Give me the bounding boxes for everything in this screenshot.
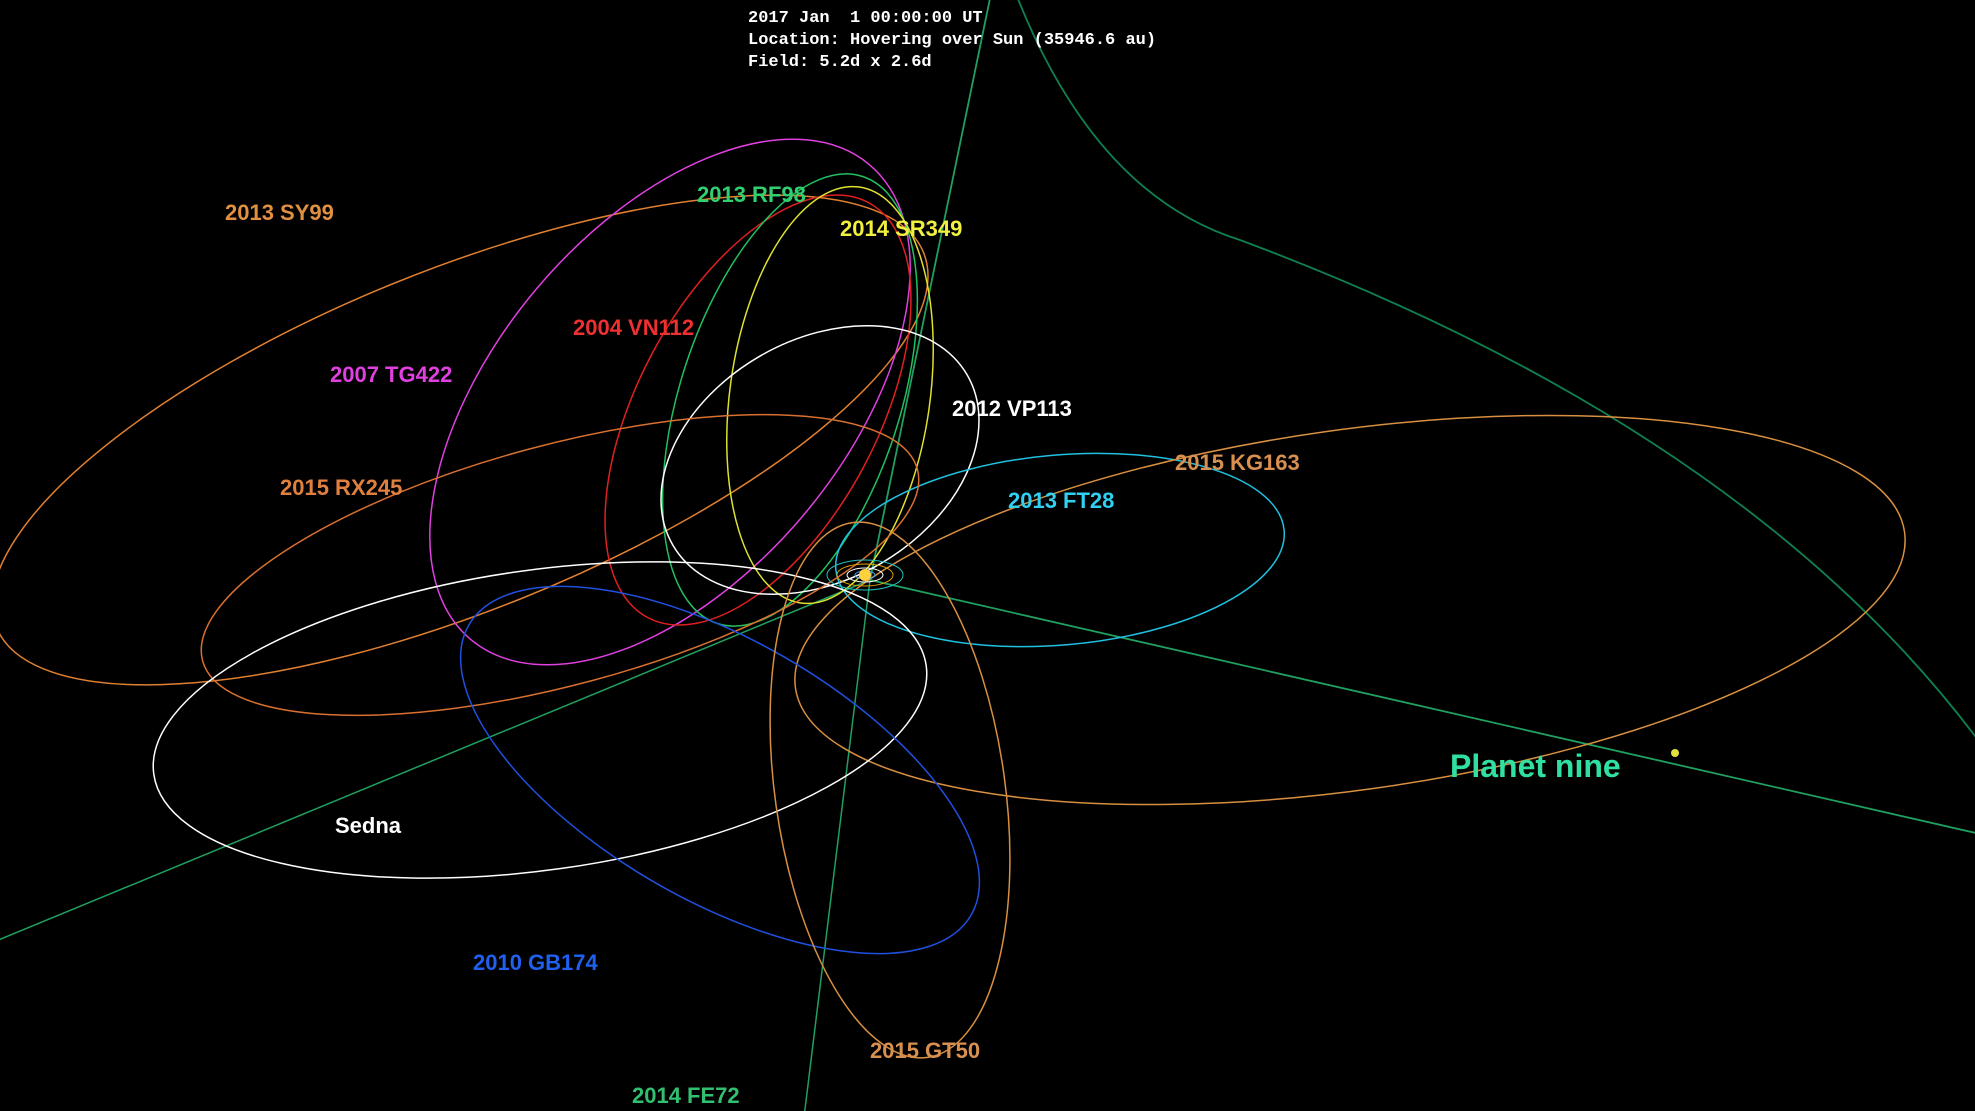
- label-sr349: 2014 SR349: [840, 216, 962, 242]
- header-line2: Location: Hovering over Sun (35946.6 au): [748, 31, 1156, 50]
- label-sy99: 2013 SY99: [225, 200, 334, 226]
- label-ft28: 2013 FT28: [1008, 488, 1114, 514]
- sun: [859, 569, 871, 581]
- label-fe72: 2014 FE72: [632, 1083, 740, 1109]
- header-line1: 2017 Jan 1 00:00:00 UT: [748, 9, 983, 28]
- planet-nine-marker: [1671, 749, 1679, 757]
- label-gt50: 2015 GT50: [870, 1038, 980, 1064]
- label-p9: Planet nine: [1450, 748, 1621, 785]
- label-tg422: 2007 TG422: [330, 362, 452, 388]
- label-rf98: 2013 RF98: [697, 182, 806, 208]
- label-sedna: Sedna: [335, 813, 401, 839]
- label-rx245: 2015 RX245: [280, 475, 402, 501]
- header-info: 2017 Jan 1 00:00:00 UT Location: Hoverin…: [748, 8, 1156, 74]
- orbit-diagram: [0, 0, 1975, 1111]
- label-gb174: 2010 GB174: [473, 950, 598, 976]
- label-vn112: 2004 VN112: [573, 315, 694, 341]
- label-kg163: 2015 KG163: [1175, 450, 1300, 476]
- header-line3: Field: 5.2d x 2.6d: [748, 53, 932, 72]
- label-vp113: 2012 VP113: [952, 396, 1072, 422]
